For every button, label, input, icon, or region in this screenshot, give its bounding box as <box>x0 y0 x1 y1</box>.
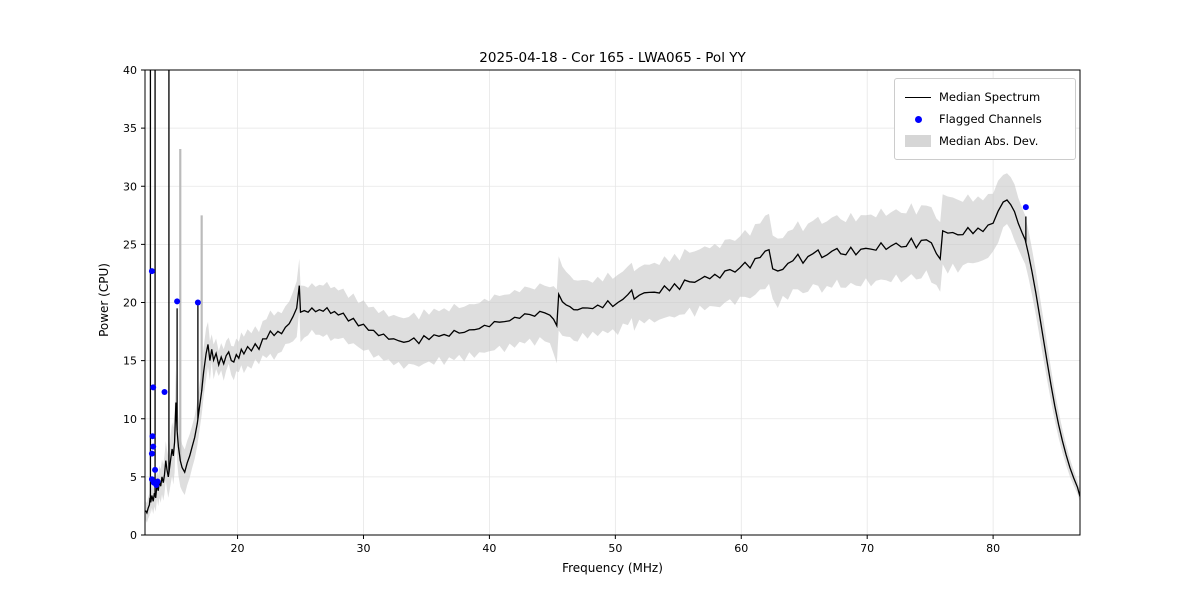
black-spikes <box>149 70 1027 501</box>
y-tick-label: 25 <box>123 238 137 251</box>
x-tick-label: 20 <box>231 542 245 555</box>
y-tick-label: 40 <box>123 64 137 77</box>
chart-title: 2025-04-18 - Cor 165 - LWA065 - Pol YY <box>479 50 746 66</box>
x-tick-label: 50 <box>608 542 622 555</box>
x-axis-label: Frequency (MHz) <box>562 561 663 575</box>
x-axis: 20 30 40 50 60 70 80 <box>231 535 1000 555</box>
flagged-channel-dot-icon <box>905 115 931 123</box>
legend-label: Median Spectrum <box>939 90 1041 104</box>
legend: Median Spectrum Flagged Channels Median … <box>894 78 1076 160</box>
y-tick-label: 10 <box>123 413 137 426</box>
legend-label: Flagged Channels <box>939 112 1042 126</box>
y-tick-label: 5 <box>130 471 137 484</box>
x-tick-label: 40 <box>482 542 496 555</box>
median-spectrum-line-icon <box>905 96 931 98</box>
legend-item-median-spectrum: Median Spectrum <box>905 86 1065 108</box>
x-tick-label: 60 <box>734 542 748 555</box>
y-tick-label: 15 <box>123 355 137 368</box>
legend-label: Median Abs. Dev. <box>939 134 1039 148</box>
x-tick-label: 30 <box>356 542 370 555</box>
y-tick-label: 0 <box>130 529 137 542</box>
x-tick-label: 70 <box>860 542 874 555</box>
legend-item-mad-band: Median Abs. Dev. <box>905 130 1065 152</box>
y-tick-label: 35 <box>123 122 137 135</box>
median-spectrum-line <box>145 199 1080 515</box>
mad-band <box>145 173 1080 523</box>
y-tick-label: 20 <box>123 297 137 310</box>
legend-item-flagged-channels: Flagged Channels <box>905 108 1065 130</box>
x-tick-label: 80 <box>986 542 1000 555</box>
mad-band-patch-icon <box>905 135 931 147</box>
y-axis: 0 5 10 15 20 25 30 35 40 <box>123 64 145 542</box>
gray-spikes <box>179 149 203 461</box>
flagged-channels <box>148 204 1029 489</box>
y-tick-label: 30 <box>123 180 137 193</box>
